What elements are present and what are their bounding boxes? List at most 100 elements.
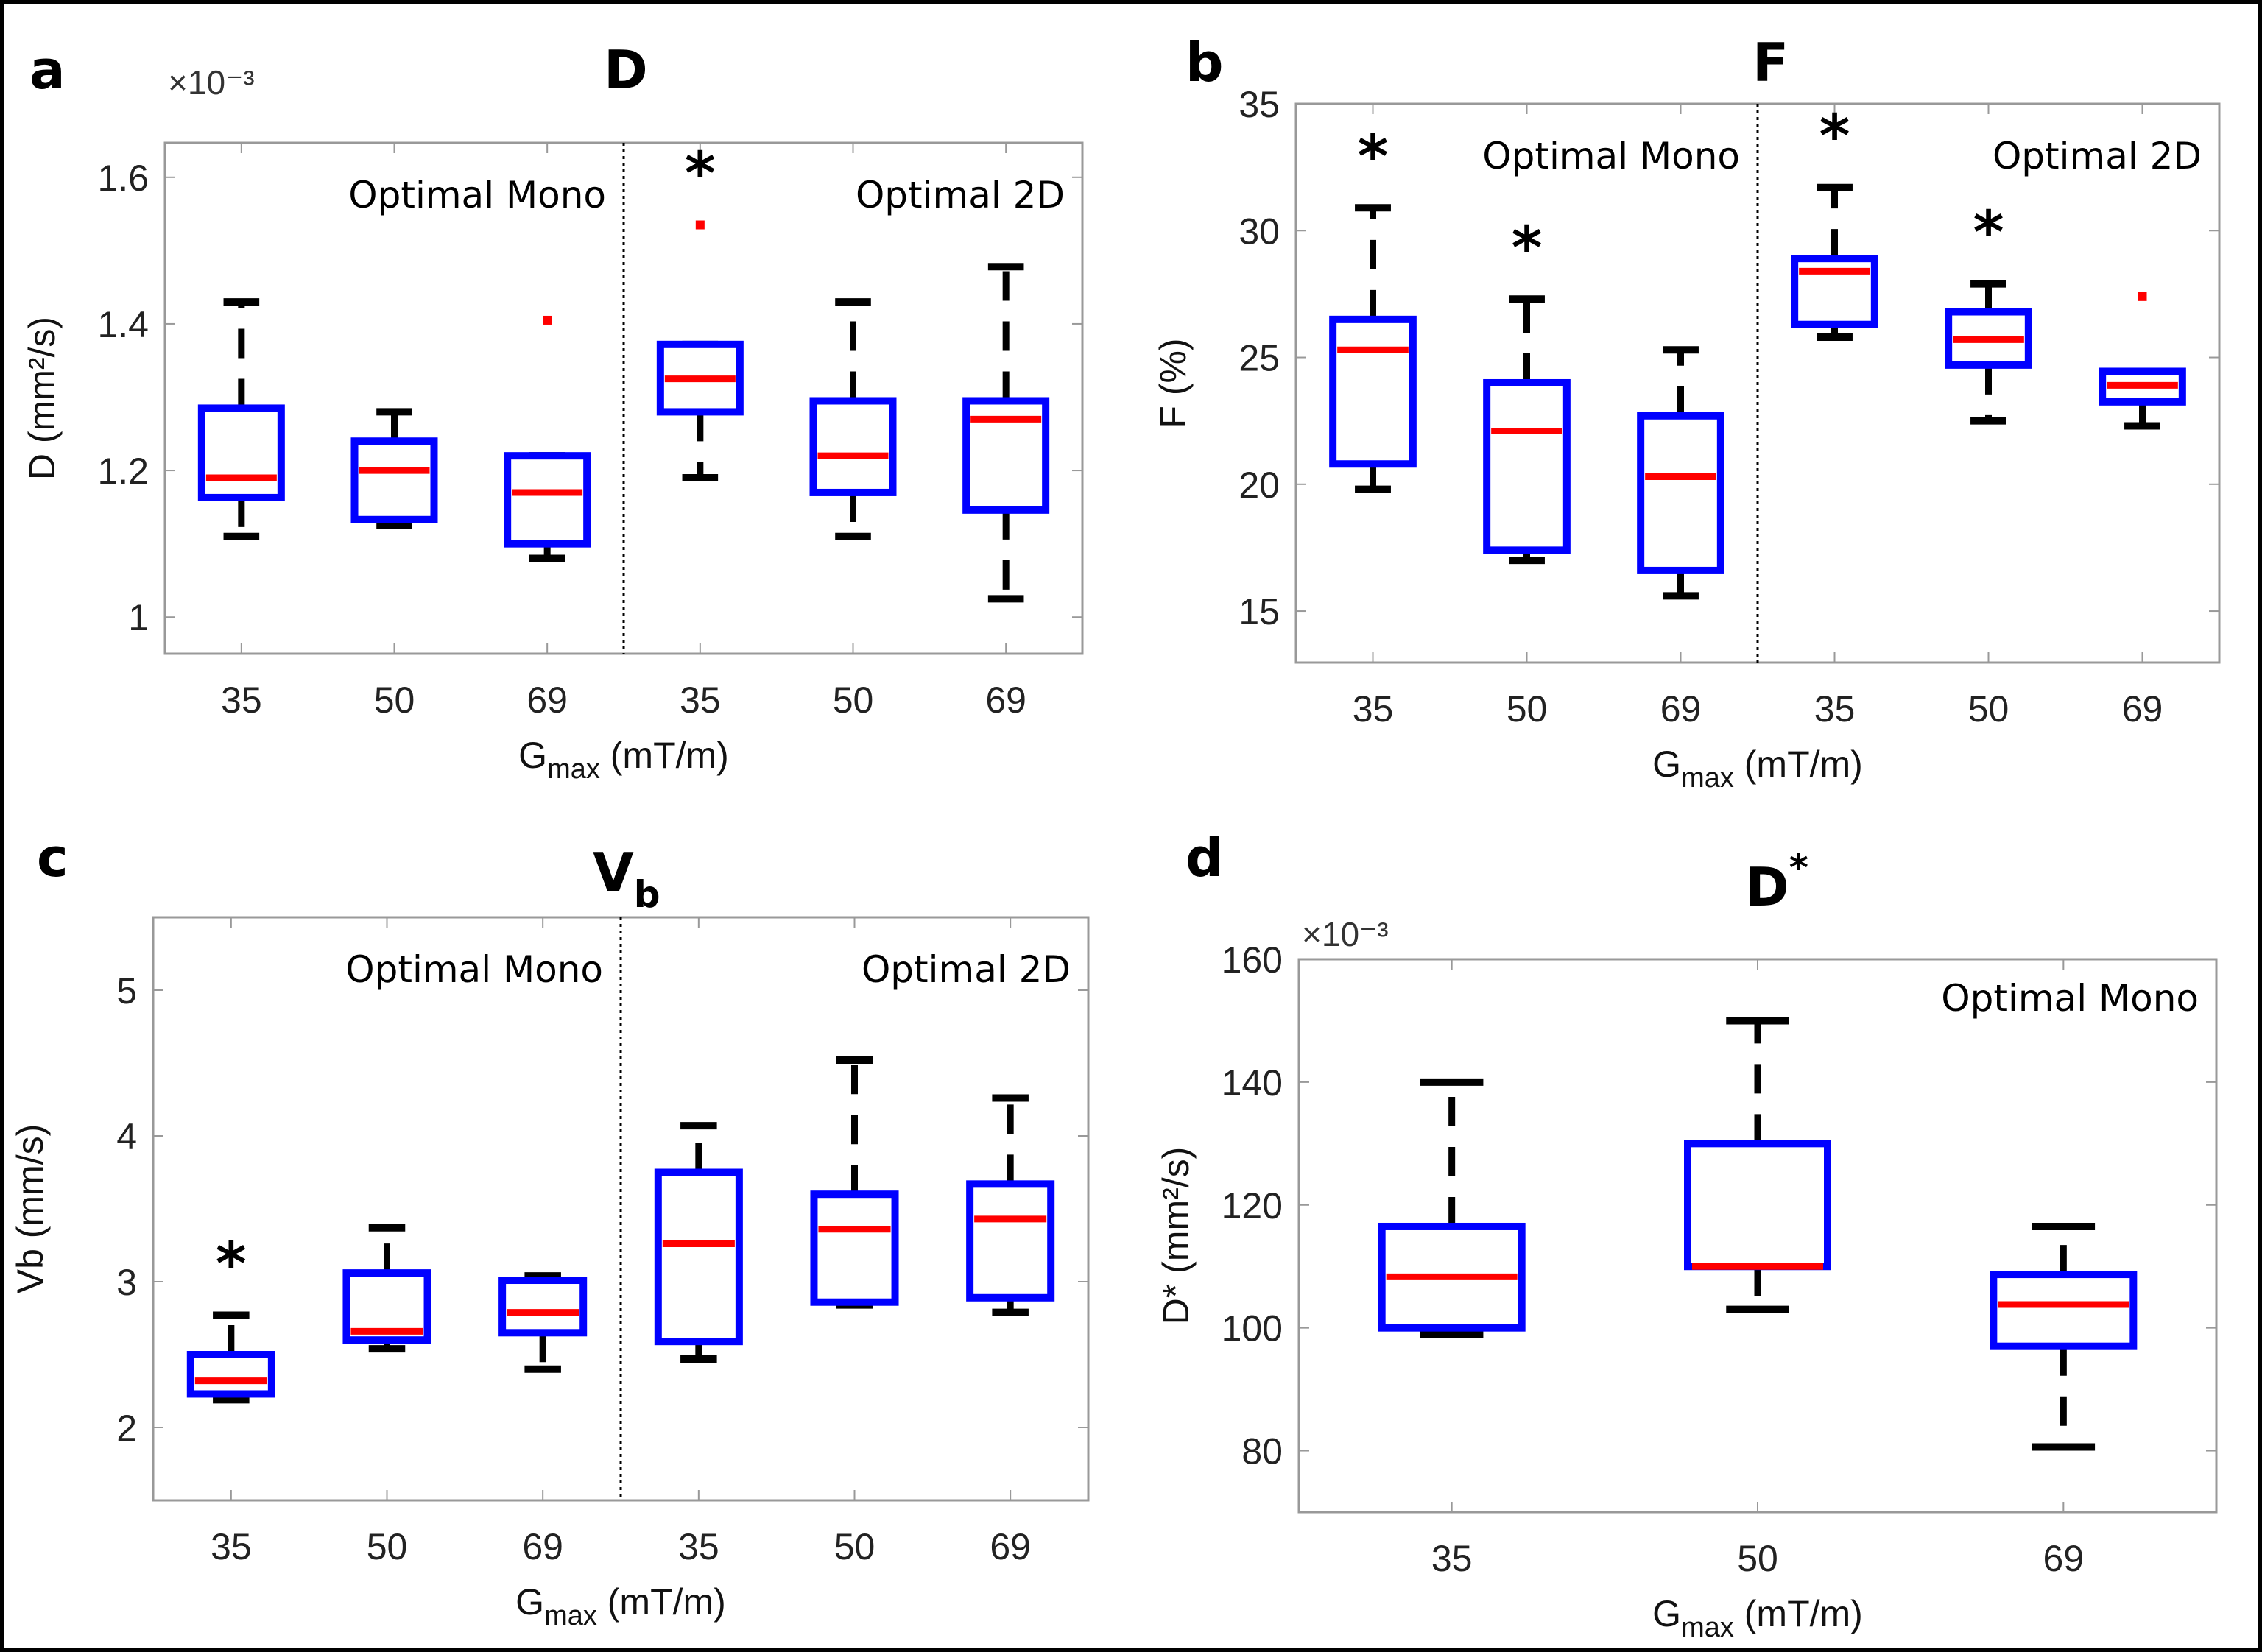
x-tick-label: 69 — [522, 1526, 563, 1567]
group-label-2d: Optimal 2D — [862, 948, 1071, 991]
x-axis-title: Gmax (mT/m) — [1652, 744, 1863, 794]
chart-panel-a: 1 1.2 1.4 1.6 35 50 69 35 50 69 Optimal Mono Optima… — [21, 39, 1084, 785]
group-label-2d: Optimal 2D — [856, 174, 1065, 216]
box-3: * — [656, 140, 744, 482]
x-axis-title-unit: (mT/m) — [600, 735, 729, 776]
box-5 — [962, 263, 1050, 603]
y-tick-label: 1.4 — [97, 304, 149, 345]
x-tick-label: 35 — [1431, 1538, 1473, 1579]
box-0: * — [1329, 122, 1417, 493]
y-axis-title: D* (mm²/s) — [1155, 1147, 1197, 1325]
x-axis-title-sub: max — [1681, 1612, 1734, 1643]
x-axis-title-main: G — [518, 735, 547, 776]
iqr-box — [810, 1190, 899, 1306]
iqr-box — [1329, 315, 1417, 468]
x-tick-label: 69 — [990, 1526, 1031, 1567]
box-0: * — [186, 1230, 275, 1404]
x-tick-label: 50 — [1507, 688, 1548, 730]
y-tick-label: 1 — [128, 597, 149, 638]
box-2 — [1637, 346, 1724, 600]
y-axis-title: F (%) — [1152, 338, 1194, 428]
chart-panel-c: 2 3 4 5 35 50 69 35 50 69 Optimal Mono Optimal 2D * c… — [10, 827, 1090, 1631]
panel-title-main: D — [604, 39, 648, 101]
y-tick-label: 80 — [1241, 1431, 1283, 1472]
y-axis-title: Vb (mm/s) — [10, 1124, 51, 1294]
y-tick-label: 140 — [1222, 1062, 1283, 1104]
group-label-2d: Optimal 2D — [1993, 135, 2202, 177]
panel-letter: a — [29, 39, 66, 101]
box-1 — [342, 1224, 431, 1353]
y-exponent-label: ×10⁻³ — [1302, 915, 1389, 953]
box-2 — [504, 315, 591, 562]
x-axis-title-main: G — [515, 1581, 544, 1623]
x-tick-label: 50 — [367, 1526, 408, 1567]
x-axis-title: Gmax (mT/m) — [518, 735, 729, 785]
y-tick-label: 3 — [116, 1262, 137, 1303]
box-1 — [1684, 1017, 1831, 1313]
significance-star: * — [1819, 102, 1850, 171]
x-axis-title-main: G — [1652, 744, 1681, 785]
panel-letter: b — [1185, 32, 1224, 93]
x-axis-title-unit: (mT/m) — [1734, 1593, 1863, 1634]
x-tick-label: 50 — [834, 1526, 875, 1567]
x-tick-label: 35 — [211, 1526, 252, 1567]
y-tick-label: 35 — [1239, 84, 1280, 125]
panel-title: D — [604, 39, 648, 101]
group-label-mono: Optimal Mono — [345, 948, 603, 991]
iqr-box — [654, 1168, 743, 1346]
x-tick-label: 50 — [1737, 1538, 1778, 1579]
box-3 — [654, 1122, 743, 1363]
panel-title-sub: b — [634, 873, 660, 916]
iqr-box — [186, 1351, 275, 1398]
x-tick-label: 69 — [1660, 688, 1702, 730]
x-tick-label: 50 — [374, 679, 415, 721]
box-2 — [1990, 1222, 2138, 1451]
iqr-box — [504, 452, 591, 548]
axes-box — [163, 141, 1084, 655]
x-tick-label: 35 — [678, 1526, 719, 1567]
x-axis-title-sub: max — [547, 754, 600, 785]
x-tick-label: 69 — [2122, 688, 2163, 730]
group-label-mono: Optimal Mono — [348, 174, 606, 216]
x-tick-label: 35 — [221, 679, 262, 721]
x-tick-label: 50 — [1968, 688, 2009, 730]
group-label-mono: Optimal Mono — [1482, 135, 1740, 177]
iqr-box — [350, 437, 438, 523]
box-1 — [350, 408, 438, 529]
x-axis-title: Gmax (mT/m) — [1652, 1593, 1863, 1643]
x-tick-label: 69 — [2043, 1538, 2085, 1579]
outlier-point — [2138, 292, 2147, 301]
box-2 — [498, 1272, 588, 1373]
y-tick-label: 120 — [1222, 1185, 1283, 1226]
y-tick-label: 15 — [1239, 591, 1280, 632]
significance-star: * — [1358, 122, 1389, 191]
iqr-box — [1483, 378, 1571, 554]
y-tick-label: 1.6 — [97, 158, 149, 199]
y-tick-label: 2 — [116, 1408, 137, 1449]
panel-title: Vb — [593, 841, 660, 916]
x-axis-title-unit: (mT/m) — [597, 1581, 726, 1623]
panel-title-main: F — [1752, 32, 1789, 93]
iqr-box — [498, 1277, 588, 1337]
x-tick-label: 35 — [1353, 688, 1394, 730]
x-tick-label: 69 — [526, 679, 568, 721]
iqr-box — [1990, 1271, 2138, 1350]
outlier-point — [695, 220, 705, 230]
box-5 — [2099, 292, 2186, 430]
x-axis-title-unit: (mT/m) — [1734, 744, 1863, 785]
x-tick-label: 35 — [680, 679, 721, 721]
chart-panel-d: 80 100 120 140 160 35 50 69 Optimal Mono d D* ×10⁻³… — [1155, 827, 2218, 1643]
box-0 — [1378, 1078, 1526, 1338]
iqr-box — [197, 404, 285, 501]
x-tick-label: 35 — [1814, 688, 1856, 730]
box-1: * — [1483, 213, 1571, 565]
outlier-point — [543, 315, 552, 325]
significance-star: * — [685, 140, 716, 208]
x-axis-title-sub: max — [1681, 763, 1734, 794]
significance-star: * — [216, 1230, 247, 1299]
y-tick-label: 30 — [1239, 211, 1280, 252]
chart-panel-b: 15 20 25 30 35 35 50 69 35 50 69 Optimal Mono Optima… — [1152, 32, 2221, 794]
panel-letter: c — [37, 827, 68, 889]
y-tick-label: 5 — [116, 970, 137, 1012]
